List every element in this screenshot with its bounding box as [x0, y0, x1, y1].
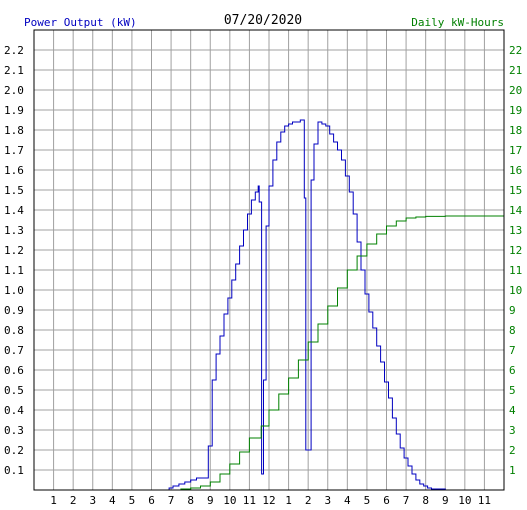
left-tick-label: 1.4	[4, 204, 24, 217]
right-tick-label: 22	[509, 44, 522, 57]
x-tick-label: 8	[187, 494, 194, 507]
left-tick-label: 2.1	[4, 64, 24, 77]
x-tick-label: 12	[262, 494, 275, 507]
left-tick-label: 0.7	[4, 344, 24, 357]
x-tick-label: 7	[403, 494, 410, 507]
x-tick-label: 1	[285, 494, 292, 507]
x-tick-label: 8	[422, 494, 429, 507]
plot-frame	[33, 29, 505, 491]
left-tick-label: 1.3	[4, 224, 24, 237]
tick-labels: 0.1 0.2 0.3 0.4 0.5 0.6 0.7 0.8 0.9 1.0 1.1 1.2 1.3 1…	[4, 44, 523, 507]
x-tick-label: 5	[364, 494, 371, 507]
right-tick-label: 20	[509, 84, 522, 97]
left-tick-label: 1.9	[4, 104, 24, 117]
x-tick-label: 3	[324, 494, 331, 507]
right-tick-label: 10	[509, 284, 522, 297]
x-tick-label: 9	[207, 494, 214, 507]
right-tick-label: 21	[509, 64, 522, 77]
left-tick-label: 2.0	[4, 84, 24, 97]
left-tick-label: 1.8	[4, 124, 24, 137]
x-tick-label: 5	[129, 494, 136, 507]
left-tick-label: 1.6	[4, 164, 24, 177]
right-tick-label: 11	[509, 264, 522, 277]
chart-title: 07/20/2020	[224, 13, 302, 28]
x-tick-label: 10	[223, 494, 236, 507]
x-tick-label: 2	[70, 494, 77, 507]
x-tick-label: 3	[89, 494, 96, 507]
x-tick-label: 6	[148, 494, 155, 507]
left-tick-label: 0.4	[4, 404, 24, 417]
right-tick-label: 7	[509, 344, 516, 357]
right-tick-label: 16	[509, 164, 522, 177]
left-tick-label: 0.1	[4, 464, 24, 477]
x-tick-label: 1	[50, 494, 57, 507]
right-tick-label: 13	[509, 224, 522, 237]
left-tick-label: 0.9	[4, 304, 24, 317]
x-tick-label: 4	[109, 494, 116, 507]
right-tick-label: 14	[509, 204, 523, 217]
x-tick-label: 7	[168, 494, 175, 507]
right-tick-label: 5	[509, 384, 516, 397]
right-axis-label: Daily kW-Hours	[411, 16, 504, 29]
power-output-line	[166, 119, 446, 491]
left-tick-label: 0.2	[4, 444, 24, 457]
right-tick-label: 6	[509, 364, 516, 377]
right-tick-label: 2	[509, 444, 516, 457]
left-axis-label: Power Output (kW)	[24, 16, 137, 29]
right-tick-label: 3	[509, 424, 516, 437]
right-tick-label: 19	[509, 104, 522, 117]
x-tick-label: 10	[458, 494, 471, 507]
left-tick-label: 0.6	[4, 364, 24, 377]
series-lines	[166, 119, 504, 491]
left-tick-label: 0.3	[4, 424, 24, 437]
right-tick-label: 12	[509, 244, 522, 257]
left-tick-label: 1.1	[4, 264, 24, 277]
left-tick-label: 2.2	[4, 44, 24, 57]
x-tick-label: 11	[478, 494, 491, 507]
left-tick-label: 1.2	[4, 244, 24, 257]
left-tick-label: 1.0	[4, 284, 24, 297]
left-tick-label: 1.7	[4, 144, 24, 157]
daily-kwh-line	[166, 215, 504, 491]
x-tick-label: 4	[344, 494, 351, 507]
left-tick-label: 0.5	[4, 384, 24, 397]
right-tick-label: 4	[509, 404, 516, 417]
right-tick-label: 9	[509, 304, 516, 317]
right-tick-label: 18	[509, 124, 522, 137]
right-tick-label: 15	[509, 184, 522, 197]
x-tick-label: 2	[305, 494, 312, 507]
left-tick-label: 1.5	[4, 184, 24, 197]
right-tick-label: 1	[509, 464, 516, 477]
grid-lines	[34, 30, 504, 490]
x-tick-label: 9	[442, 494, 449, 507]
left-tick-label: 0.8	[4, 324, 24, 337]
right-tick-label: 17	[509, 144, 522, 157]
x-tick-label: 11	[243, 494, 256, 507]
right-tick-label: 8	[509, 324, 516, 337]
x-tick-label: 6	[383, 494, 390, 507]
